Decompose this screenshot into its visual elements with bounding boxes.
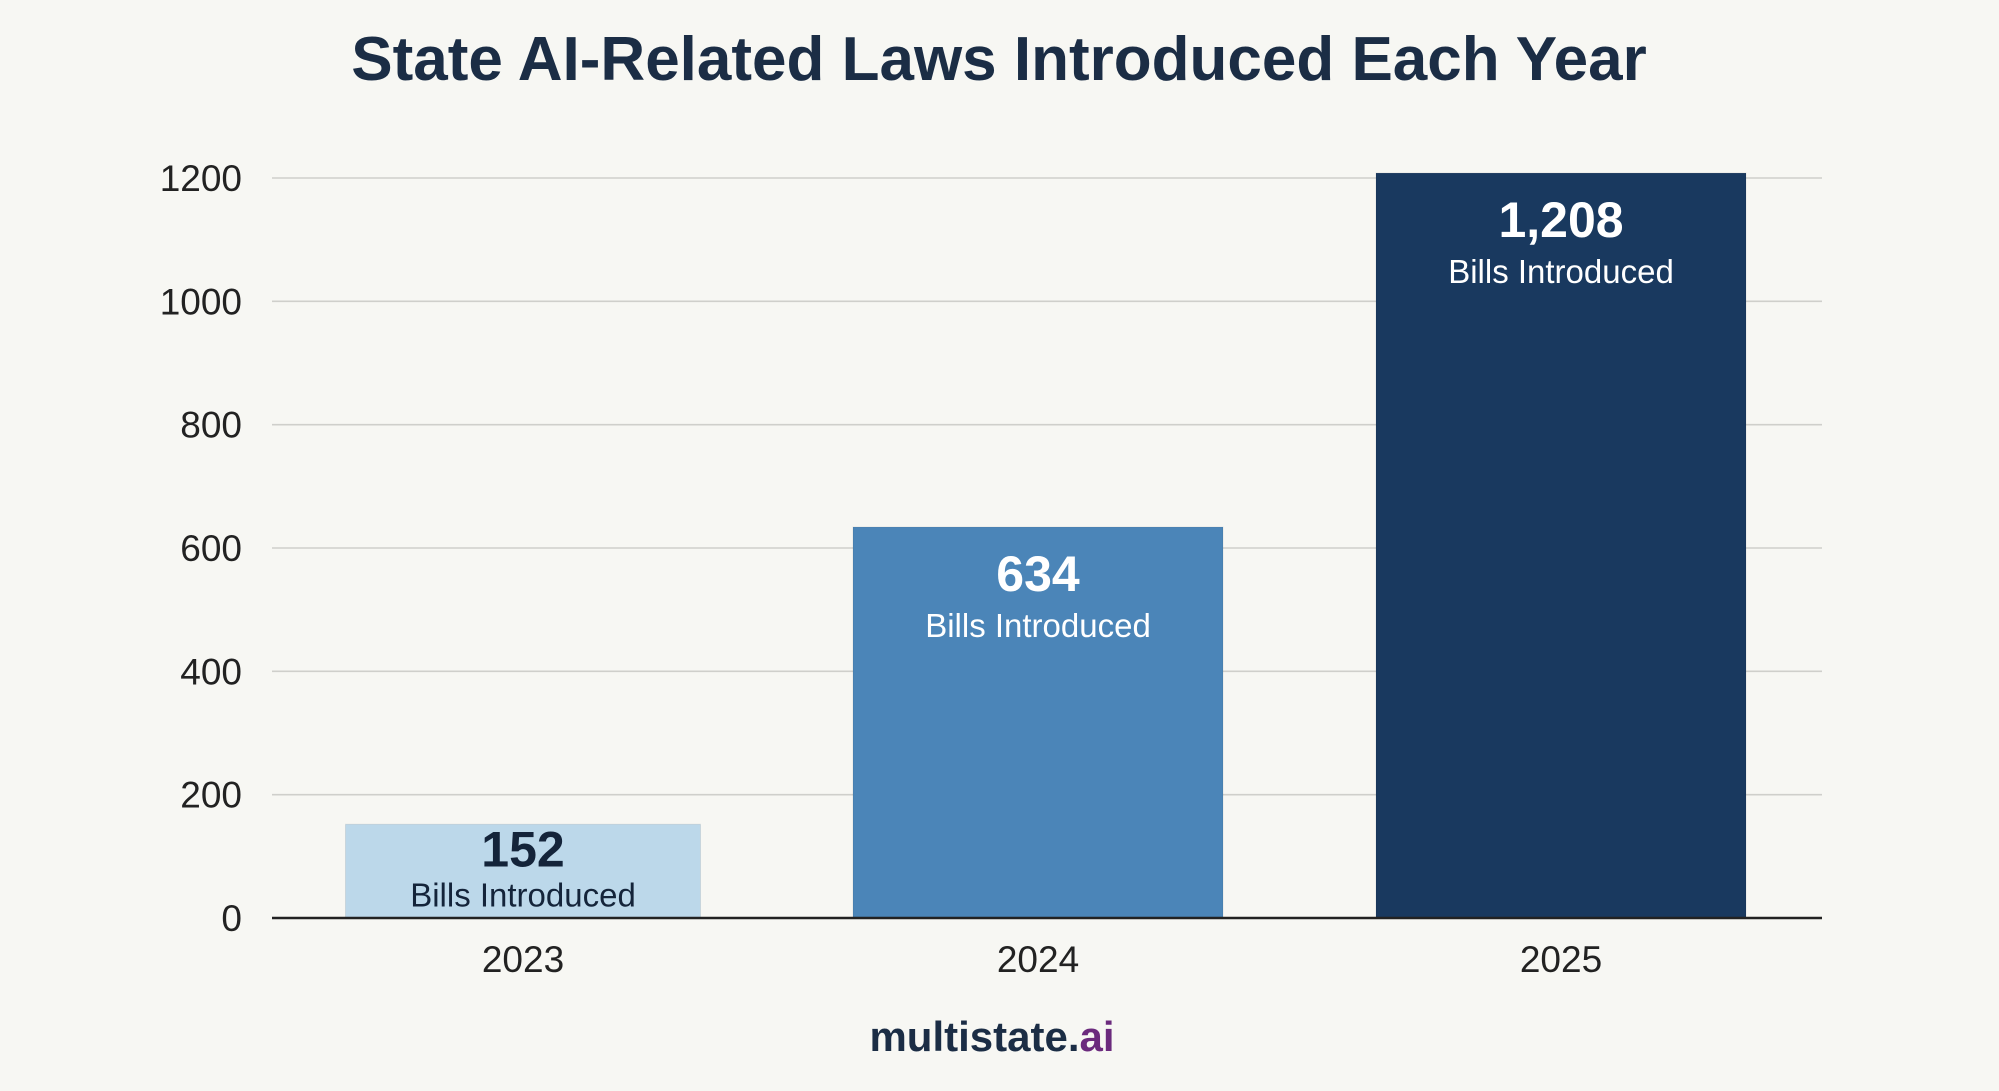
x-tick-label: 2023 [482,939,564,980]
brand-logo: multistate.ai [869,1013,1114,1060]
y-tick-label: 1000 [160,281,242,322]
bar-2025 [1375,172,1747,919]
x-axis-ticks: 2023 2024 2025 [482,939,1602,980]
bar-2024 [852,526,1224,919]
y-tick-label: 400 [180,651,242,692]
bar-2023 [345,823,701,919]
y-tick-label: 600 [180,528,242,569]
brand-suffix-text: ai [1080,1013,1115,1060]
bar-value-label: 152 [481,821,564,877]
x-tick-label: 2025 [1520,939,1602,980]
bar-caption-label: Bills Introduced [925,607,1151,644]
bars [345,172,1747,919]
x-tick-label: 2024 [997,939,1079,980]
bar-value-label: 634 [996,546,1080,602]
bar-caption-label: Bills Introduced [410,876,636,913]
brand-main-text: multistate. [869,1013,1079,1060]
y-tick-label: 200 [180,775,242,816]
y-tick-label: 0 [221,898,242,939]
bar-caption-label: Bills Introduced [1448,253,1674,290]
y-tick-label: 1200 [160,158,242,199]
bar-value-label: 1,208 [1498,192,1623,248]
chart-title: State AI-Related Laws Introduced Each Ye… [351,25,1647,94]
y-tick-label: 800 [180,405,242,446]
y-axis-ticks: 0 200 400 600 800 1000 1200 [160,158,242,939]
